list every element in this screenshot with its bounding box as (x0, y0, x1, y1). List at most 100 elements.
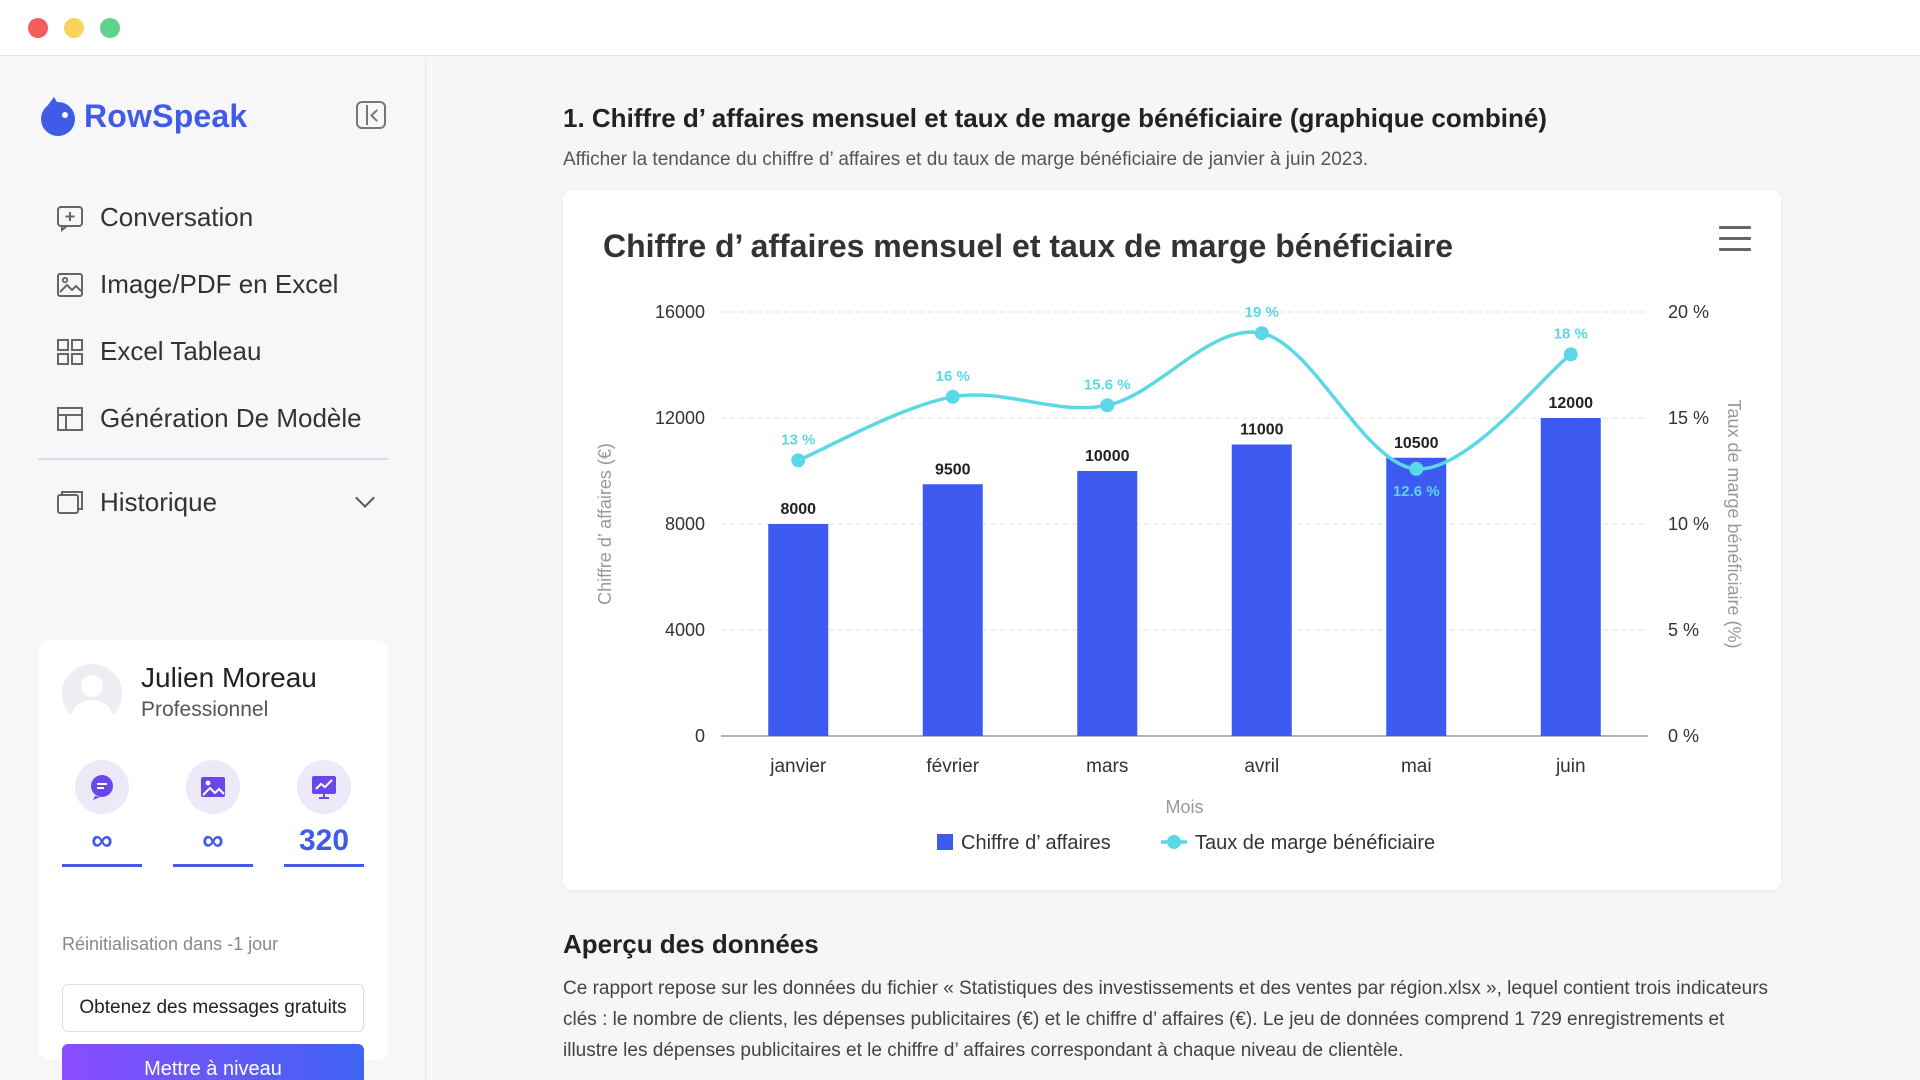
line-data-label: 16 % (936, 368, 970, 385)
legend-line-label: Taux de marge bénéficiaire (1195, 832, 1435, 854)
dashboard-icon (56, 338, 84, 366)
bar-data-label: 10500 (1394, 435, 1439, 452)
image-icon (186, 760, 240, 814)
x-axis-label: Mois (1165, 797, 1203, 817)
sidebar-item-generation-modele[interactable]: Génération De Modèle (56, 385, 396, 452)
image-convert-icon (56, 271, 84, 299)
history-toggle[interactable]: Historique (56, 487, 375, 518)
history-icon (56, 489, 84, 517)
reset-text: Réinitialisation dans -1 jour (62, 934, 279, 954)
legend-line-marker (1167, 835, 1181, 849)
sidebar-item-label: Conversation (100, 202, 254, 232)
line-data-label: 15.6 % (1084, 376, 1131, 393)
y2-tick-label: 20 % (1668, 302, 1709, 322)
bar (1386, 457, 1447, 736)
sidebar-item-excel-tableau[interactable]: Excel Tableau (56, 318, 396, 385)
y2-tick-label: 10 % (1668, 514, 1709, 534)
app-logo[interactable]: RowSpeak (38, 95, 247, 137)
sidebar-item-label: Excel Tableau (100, 336, 262, 366)
overview-text: Ce rapport repose sur les données du fic… (563, 978, 1769, 1061)
quota-value: ∞ (91, 824, 113, 857)
y2-axis-label: Taux de marge bénéficiaire (%) (1724, 399, 1744, 648)
sidebar-nav: Conversation Image/PDF en Excel Excel Ta… (56, 184, 396, 452)
profit-margin-line (797, 330, 1572, 471)
y-tick-label: 0 (695, 726, 705, 746)
bar (1231, 444, 1292, 736)
quota-value: ∞ (202, 824, 224, 857)
quota-chat: ∞ (62, 760, 142, 867)
user-plan: Professionnel (141, 698, 269, 721)
chart-card: 0 4000 8000 12000 16000 0 % 5 % 10 % 15 % 20 % Chi… (563, 190, 1781, 890)
quota-bar (62, 864, 142, 867)
sidebar: RowSpeak Conversation Image/PDF en Excel… (0, 57, 426, 1080)
chart-title: Chiffre d’ affaires mensuel et taux de m… (603, 228, 1454, 264)
chat-bubble-icon (75, 760, 129, 814)
app-name: RowSpeak (84, 97, 248, 134)
combo-chart: 0 4000 8000 12000 16000 0 % 5 % 10 % 15 % 20 % Chi… (595, 302, 1744, 854)
minimize-window-button[interactable] (64, 18, 84, 38)
quota-image: ∞ (173, 760, 253, 867)
collapse-sidebar-icon[interactable] (356, 101, 386, 129)
legend-bar-label: Chiffre d’ affaires (961, 832, 1111, 854)
bar-data-label: 10000 (1085, 448, 1130, 465)
quota-value: 320 (298, 824, 350, 857)
x-tick-label: avril (1244, 756, 1279, 777)
line-point (1409, 461, 1424, 476)
bar (1540, 418, 1601, 736)
sidebar-divider (38, 458, 388, 460)
main-content: 1. Chiffre d’ affaires mensuel et taux d… (427, 57, 1920, 1080)
bar-data-label: 9500 (935, 461, 971, 478)
legend-bar-swatch (937, 834, 953, 850)
sidebar-item-conversation[interactable]: Conversation (56, 184, 396, 251)
free-messages-button[interactable]: Obtenez des messages gratuits (62, 984, 364, 1032)
x-tick-label: mars (1086, 756, 1128, 777)
logo-bird-icon (41, 97, 75, 136)
y-tick-label: 4000 (665, 620, 705, 640)
y-tick-label: 8000 (665, 514, 705, 534)
bar-data-label: 11000 (1240, 422, 1284, 439)
bar (1077, 471, 1138, 736)
window-titlebar (0, 0, 1920, 56)
section-subtitle: Afficher la tendance du chiffre d’ affai… (563, 149, 1369, 170)
y2-tick-label: 0 % (1668, 726, 1699, 746)
template-icon (56, 405, 84, 433)
quota-bar (173, 864, 253, 867)
y-tick-label: 12000 (655, 408, 705, 428)
chevron-down-icon (355, 488, 375, 508)
y2-tick-label: 15 % (1668, 408, 1709, 428)
sidebar-item-label: Génération De Modèle (100, 403, 362, 433)
line-point (1254, 326, 1269, 341)
sidebar-item-image-pdf[interactable]: Image/PDF en Excel (56, 251, 396, 318)
y2-tick-label: 5 % (1668, 620, 1699, 640)
avatar[interactable] (62, 664, 122, 724)
bar-data-label: 12000 (1549, 395, 1594, 412)
sidebar-item-label: Image/PDF en Excel (100, 269, 339, 299)
line-data-label: 13 % (781, 431, 815, 448)
line-data-label: 12.6 % (1393, 483, 1440, 500)
history-label: Historique (100, 487, 218, 517)
bar (922, 484, 983, 736)
overview-title: Aperçu des données (563, 929, 819, 959)
y-tick-label: 16000 (655, 302, 705, 322)
quota-chart: 320 (284, 760, 364, 867)
chat-plus-icon (56, 204, 84, 232)
user-card: Julien Moreau Professionnel ∞ ∞ 320 Réin… (38, 640, 388, 1080)
y-axis-label: Chiffre d’ affaires (€) (595, 443, 615, 605)
line-data-label: 19 % (1245, 304, 1279, 321)
x-tick-label: janvier (769, 756, 827, 777)
section-title: 1. Chiffre d’ affaires mensuel et taux d… (563, 103, 1547, 133)
x-tick-label: juin (1555, 756, 1586, 777)
quota-bar (284, 864, 364, 867)
upgrade-button[interactable]: Mettre à niveau (62, 1044, 364, 1080)
line-point (945, 389, 960, 404)
user-name: Julien Moreau (141, 662, 317, 693)
x-tick-label: mai (1401, 756, 1432, 777)
line-point (1100, 398, 1115, 413)
maximize-window-button[interactable] (100, 18, 120, 38)
close-window-button[interactable] (28, 18, 48, 38)
line-data-label: 18 % (1554, 325, 1588, 342)
line-point (1563, 347, 1578, 362)
menu-icon[interactable] (1719, 226, 1751, 252)
bar-data-label: 8000 (780, 501, 816, 518)
x-tick-label: février (926, 756, 979, 777)
